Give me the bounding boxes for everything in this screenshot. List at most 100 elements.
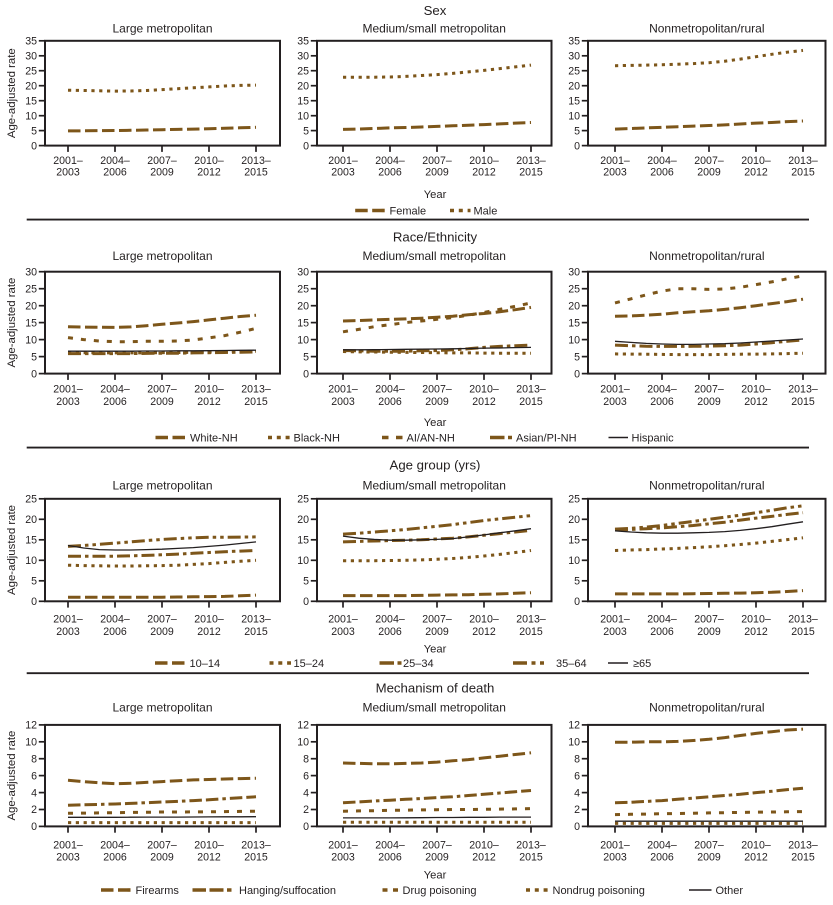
svg-text:2004–: 2004– [375, 613, 405, 625]
svg-text:25: 25 [297, 283, 309, 295]
svg-text:2012: 2012 [197, 626, 221, 638]
svg-text:2010–: 2010– [741, 839, 771, 851]
svg-text:20: 20 [568, 300, 580, 312]
svg-text:Hispanic: Hispanic [632, 432, 675, 444]
svg-text:2003: 2003 [56, 167, 80, 179]
svg-text:15: 15 [297, 95, 309, 107]
svg-text:15: 15 [568, 95, 580, 107]
svg-text:2015: 2015 [519, 396, 543, 408]
svg-text:2012: 2012 [744, 851, 768, 863]
svg-text:2004–: 2004– [647, 613, 677, 625]
svg-text:30: 30 [297, 51, 309, 63]
svg-text:2012: 2012 [472, 851, 496, 863]
svg-text:2006: 2006 [650, 851, 674, 863]
svg-text:Asian/PI-NH: Asian/PI-NH [516, 432, 577, 444]
svg-text:8: 8 [574, 753, 580, 765]
svg-text:30: 30 [25, 51, 37, 63]
svg-text:15: 15 [25, 535, 37, 547]
svg-text:10: 10 [568, 334, 580, 346]
svg-text:2004–: 2004– [100, 155, 130, 167]
svg-text:2001–: 2001– [53, 839, 83, 851]
svg-text:2010–: 2010– [469, 384, 499, 396]
svg-text:2007–: 2007– [694, 384, 724, 396]
svg-text:2004–: 2004– [375, 384, 405, 396]
svg-text:6: 6 [303, 770, 309, 782]
svg-text:2012: 2012 [197, 851, 221, 863]
svg-text:White-NH: White-NH [190, 432, 238, 444]
svg-text:2004–: 2004– [100, 839, 130, 851]
svg-text:2009: 2009 [697, 851, 721, 863]
svg-text:2006: 2006 [650, 396, 674, 408]
svg-text:Male: Male [474, 205, 498, 217]
svg-text:2010–: 2010– [194, 155, 224, 167]
svg-text:25: 25 [297, 65, 309, 77]
svg-text:35–64: 35–64 [556, 658, 587, 670]
svg-text:Nonmetropolitan/rural: Nonmetropolitan/rural [649, 701, 764, 715]
svg-text:20: 20 [568, 80, 580, 92]
svg-text:25–34: 25–34 [403, 658, 434, 670]
svg-text:15: 15 [297, 317, 309, 329]
svg-text:2006: 2006 [650, 626, 674, 638]
svg-text:2004–: 2004– [375, 839, 405, 851]
svg-text:Nonmetropolitan/rural: Nonmetropolitan/rural [649, 249, 764, 263]
svg-text:2001–: 2001– [600, 613, 630, 625]
svg-text:4: 4 [31, 787, 37, 799]
svg-text:0: 0 [303, 596, 309, 608]
svg-text:2003: 2003 [56, 851, 80, 863]
svg-text:2007–: 2007– [147, 613, 177, 625]
svg-text:2001–: 2001– [600, 839, 630, 851]
svg-text:2015: 2015 [244, 396, 268, 408]
svg-text:20: 20 [297, 300, 309, 312]
svg-text:2015: 2015 [244, 851, 268, 863]
svg-text:2003: 2003 [56, 396, 80, 408]
svg-text:2012: 2012 [197, 167, 221, 179]
svg-text:2006: 2006 [103, 396, 127, 408]
svg-text:Nonmetropolitan/rural: Nonmetropolitan/rural [649, 21, 764, 35]
svg-text:8: 8 [303, 753, 309, 765]
svg-text:10: 10 [568, 110, 580, 122]
svg-text:Year: Year [424, 189, 447, 201]
svg-text:4: 4 [574, 787, 580, 799]
svg-text:2010–: 2010– [194, 839, 224, 851]
svg-text:2007–: 2007– [422, 839, 452, 851]
svg-text:2001–: 2001– [600, 384, 630, 396]
svg-text:20: 20 [25, 80, 37, 92]
svg-text:Race/Ethnicity: Race/Ethnicity [393, 230, 478, 245]
svg-text:2007–: 2007– [422, 384, 452, 396]
svg-text:2003: 2003 [331, 167, 355, 179]
svg-text:2009: 2009 [150, 626, 174, 638]
svg-text:10: 10 [25, 110, 37, 122]
svg-text:2013–: 2013– [788, 155, 818, 167]
svg-text:2009: 2009 [697, 167, 721, 179]
svg-text:2015: 2015 [791, 167, 815, 179]
svg-text:Large metropolitan: Large metropolitan [112, 249, 212, 263]
svg-text:2012: 2012 [744, 626, 768, 638]
svg-text:20: 20 [297, 80, 309, 92]
svg-text:Black-NH: Black-NH [294, 432, 341, 444]
svg-text:2003: 2003 [331, 851, 355, 863]
svg-text:Age group (yrs): Age group (yrs) [390, 458, 481, 473]
svg-text:Age-adjusted rate: Age-adjusted rate [6, 48, 18, 138]
svg-text:2006: 2006 [378, 851, 402, 863]
svg-text:Medium/small metropolitan: Medium/small metropolitan [363, 249, 506, 263]
svg-text:2004–: 2004– [375, 155, 405, 167]
svg-text:2010–: 2010– [741, 613, 771, 625]
svg-text:2007–: 2007– [694, 155, 724, 167]
svg-text:2003: 2003 [603, 626, 627, 638]
svg-text:2: 2 [303, 804, 309, 816]
svg-text:2009: 2009 [150, 396, 174, 408]
svg-text:Hanging/suffocation: Hanging/suffocation [239, 885, 336, 897]
svg-text:2013–: 2013– [516, 613, 546, 625]
svg-text:10: 10 [25, 737, 37, 749]
svg-text:2004–: 2004– [100, 384, 130, 396]
svg-text:Firearms: Firearms [136, 885, 180, 897]
svg-text:2013–: 2013– [516, 155, 546, 167]
svg-text:10: 10 [297, 110, 309, 122]
svg-text:0: 0 [574, 821, 580, 833]
svg-text:0: 0 [31, 596, 37, 608]
svg-text:2009: 2009 [425, 851, 449, 863]
svg-text:Medium/small metropolitan: Medium/small metropolitan [363, 701, 506, 715]
svg-text:35: 35 [297, 36, 309, 48]
svg-text:Year: Year [424, 870, 447, 882]
svg-text:5: 5 [31, 351, 37, 363]
